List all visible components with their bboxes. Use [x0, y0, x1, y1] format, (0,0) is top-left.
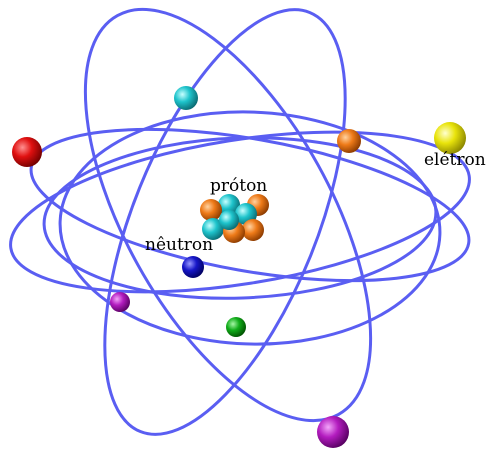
orbit-2: [29, 127, 471, 283]
electron-orange: [337, 129, 361, 153]
orbit-4: [83, 7, 373, 423]
electron-cyan: [174, 86, 198, 110]
electron-label: elétron: [424, 150, 486, 170]
proton-particle: [219, 210, 239, 230]
electron-blue: [182, 256, 204, 278]
neutron-label: nêutron: [145, 235, 213, 255]
neutron-particle: [200, 199, 222, 221]
nucleus: [200, 194, 269, 243]
electron-green: [226, 317, 246, 337]
electron-yellow: [434, 122, 466, 154]
proton-label: próton: [210, 176, 267, 196]
orbit-5: [103, 8, 347, 436]
electron-magenta-large: [317, 416, 349, 448]
electron-magenta-small: [110, 292, 130, 312]
electron-red: [12, 137, 42, 167]
proton-particle: [218, 194, 240, 216]
orbit-6: [58, 110, 442, 346]
orbits: [9, 7, 471, 436]
proton-particle: [202, 218, 224, 240]
orbit-1: [9, 130, 471, 294]
neutron-particle: [242, 219, 264, 241]
electrons: [12, 86, 466, 448]
